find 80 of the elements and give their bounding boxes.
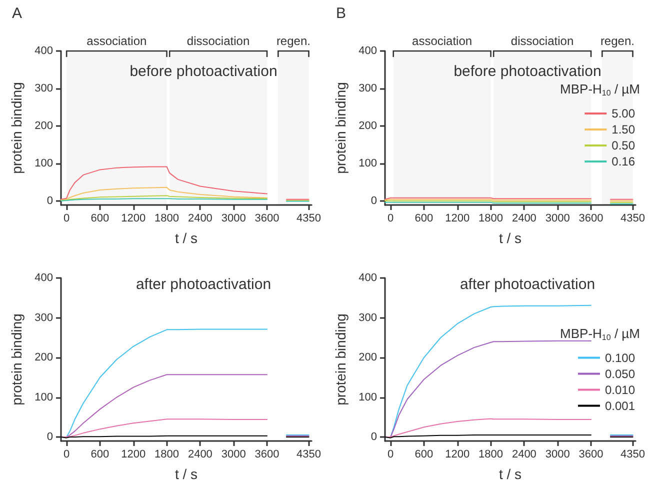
band-label: association — [86, 34, 147, 48]
y-tick-label: 300 — [34, 82, 53, 95]
x-tick-label: 4350 — [620, 212, 646, 224]
band-label: dissociation — [510, 34, 574, 48]
x-tick-label: 600 — [90, 212, 110, 224]
x-tick-label: 2400 — [512, 448, 536, 460]
legend-label: 5.00 — [612, 106, 636, 120]
text: before photoactivation — [454, 63, 602, 80]
x-tick-label: 3000 — [221, 212, 246, 224]
y-tick-label: 100 — [358, 391, 377, 404]
x-tick-label: 4350 — [620, 448, 646, 460]
x-tick-label: 2400 — [188, 448, 212, 460]
x-tick-label: 1200 — [445, 212, 470, 224]
y-axis-title: protein binding — [332, 314, 349, 406]
y-axis-title: protein binding — [8, 82, 25, 174]
y-tick-label: 300 — [358, 312, 377, 324]
y-tick-label: 200 — [34, 352, 53, 364]
x-tick-label: 600 — [90, 448, 110, 460]
band-label: regen. — [276, 34, 310, 48]
x-tick-label: 1800 — [154, 212, 180, 224]
band-label: dissociation — [186, 34, 250, 48]
x-tick-label: 2400 — [512, 212, 536, 224]
x-tick-label: 4350 — [296, 212, 322, 224]
y-tick-label: 100 — [34, 391, 53, 404]
x-tick-label: 1800 — [478, 212, 504, 224]
x-tick-label: 0 — [388, 448, 394, 460]
x-tick-label: 4350 — [296, 448, 322, 460]
y-tick-label: 100 — [358, 158, 377, 170]
x-tick-label: 2400 — [188, 212, 212, 224]
x-tick-label: 3000 — [545, 212, 570, 224]
x-tick-label: 3600 — [254, 212, 280, 224]
chart-title: after photoactivation — [136, 276, 272, 293]
x-tick-label: 1800 — [154, 448, 180, 460]
y-tick-label: 0 — [370, 431, 377, 444]
legend-label: 0.050 — [604, 366, 636, 381]
band-label: association — [412, 34, 472, 48]
y-axis-title: protein binding — [8, 314, 25, 406]
x-tick-label: 3600 — [578, 212, 604, 224]
band-label: regen. — [600, 34, 634, 48]
x-tick-label: 600 — [414, 448, 434, 460]
legend-label: 0.50 — [612, 138, 636, 152]
legend-label: 0.100 — [604, 350, 636, 365]
x-tick-label: 3000 — [221, 448, 246, 460]
y-tick-label: 200 — [358, 120, 377, 132]
x-tick-label: 3000 — [545, 448, 570, 460]
x-tick-label: 1200 — [121, 448, 146, 460]
x-tick-label: 600 — [414, 212, 434, 224]
text: before photoactivation — [130, 63, 278, 80]
legend-label: 1.50 — [612, 122, 636, 136]
x-axis-title: t / s — [498, 230, 522, 246]
x-tick-label: 1200 — [121, 212, 146, 224]
y-tick-label: 0 — [46, 195, 53, 208]
legend-label: 0.16 — [612, 154, 636, 168]
legend-label: 0.001 — [604, 398, 636, 413]
x-axis-title: t / s — [174, 466, 198, 482]
x-tick-label: 0 — [64, 212, 70, 224]
x-tick-label: 0 — [388, 212, 394, 224]
y-tick-label: 400 — [358, 45, 377, 57]
y-tick-label: 0 — [370, 195, 377, 208]
chart-title: after photoactivation — [460, 276, 596, 293]
y-tick-label: 200 — [34, 120, 53, 132]
x-tick-label: 3600 — [254, 448, 280, 460]
y-tick-label: 400 — [358, 272, 377, 284]
y-tick-label: 200 — [358, 352, 377, 364]
legend-label: 0.010 — [604, 382, 636, 397]
x-tick-label: 3600 — [578, 448, 604, 460]
text: A — [12, 5, 22, 22]
y-tick-label: 100 — [34, 158, 53, 170]
y-tick-label: 400 — [34, 45, 53, 57]
y-tick-label: 300 — [34, 312, 53, 324]
x-tick-label: 0 — [64, 448, 70, 460]
y-axis-title: protein binding — [332, 82, 349, 174]
x-axis-title: t / s — [174, 230, 198, 246]
text: B — [336, 5, 346, 22]
x-axis-title: t / s — [498, 466, 522, 482]
x-tick-label: 1200 — [445, 448, 470, 460]
y-tick-label: 300 — [358, 82, 377, 95]
y-tick-label: 0 — [46, 431, 53, 444]
y-tick-label: 400 — [34, 272, 53, 284]
x-tick-label: 1800 — [478, 448, 504, 460]
